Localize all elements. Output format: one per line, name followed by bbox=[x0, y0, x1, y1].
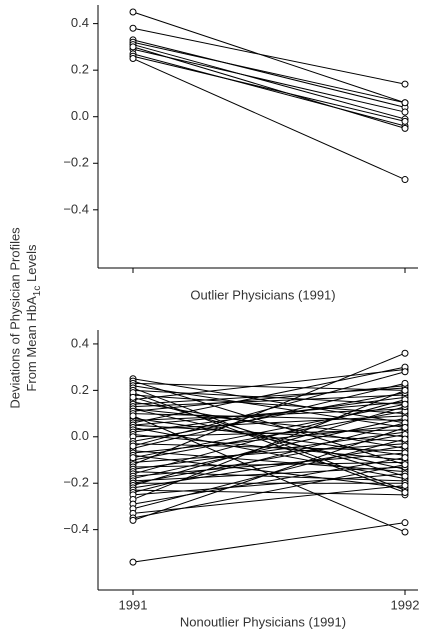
slope-line bbox=[132, 522, 406, 563]
point bbox=[401, 489, 409, 496]
slope-line bbox=[132, 387, 406, 405]
point bbox=[401, 435, 409, 443]
slope-line bbox=[132, 392, 406, 493]
point bbox=[129, 55, 137, 63]
point bbox=[129, 393, 137, 401]
point bbox=[401, 349, 409, 357]
x-tick-label: 1991 bbox=[119, 597, 148, 612]
slope-line bbox=[132, 415, 406, 533]
y-tick-label: 0.2 bbox=[71, 382, 89, 397]
y-axis-label: From Mean HbA1c Levels bbox=[24, 244, 42, 392]
slope-line bbox=[132, 431, 406, 470]
y-tick-label: 0.4 bbox=[71, 335, 89, 350]
point bbox=[401, 519, 409, 527]
point bbox=[401, 442, 409, 450]
slope-line bbox=[132, 385, 406, 412]
slope-line bbox=[132, 473, 406, 496]
y-tick-label: 0.4 bbox=[71, 15, 89, 30]
point bbox=[401, 99, 409, 107]
y-tick-label: −0.2 bbox=[63, 155, 89, 170]
slope-line bbox=[132, 403, 406, 459]
slope-line bbox=[132, 443, 406, 463]
slope-line bbox=[132, 394, 406, 408]
point bbox=[129, 8, 137, 16]
slope-line bbox=[132, 366, 406, 424]
slope-line bbox=[132, 417, 406, 480]
slope-line bbox=[132, 415, 406, 431]
slope-line bbox=[132, 371, 406, 447]
slope-line bbox=[132, 406, 406, 487]
slope-line bbox=[132, 392, 406, 442]
y-tick-label: 0.2 bbox=[71, 62, 89, 77]
y-tick-label: 0.0 bbox=[71, 108, 89, 123]
slope-line bbox=[132, 44, 406, 120]
slope-line bbox=[132, 48, 406, 113]
point bbox=[401, 528, 409, 536]
y-tick-label: −0.2 bbox=[63, 475, 89, 490]
point bbox=[401, 124, 409, 132]
slope-line bbox=[132, 27, 406, 85]
point bbox=[129, 442, 137, 450]
slope-line bbox=[132, 389, 406, 405]
point bbox=[129, 43, 137, 51]
y-tick-label: −0.4 bbox=[63, 201, 89, 216]
point bbox=[129, 558, 137, 566]
point bbox=[129, 454, 137, 462]
y-axis-label-part: Levels bbox=[24, 244, 39, 286]
point bbox=[401, 117, 409, 125]
y-axis-label: Deviations of Physician Profiles bbox=[7, 227, 22, 409]
slope-line bbox=[132, 39, 406, 108]
slope-line bbox=[132, 396, 406, 433]
slope-line bbox=[132, 389, 406, 500]
slope-line bbox=[132, 457, 406, 505]
point bbox=[401, 176, 409, 184]
point bbox=[401, 461, 409, 469]
point bbox=[129, 412, 137, 420]
slope-line bbox=[132, 401, 406, 426]
y-tick-label: 0.0 bbox=[71, 428, 89, 443]
slope-line bbox=[132, 471, 406, 482]
point bbox=[401, 379, 409, 387]
slope-line bbox=[132, 450, 406, 473]
point bbox=[401, 454, 409, 462]
point bbox=[129, 516, 137, 524]
slope-line bbox=[132, 454, 406, 489]
y-tick-label: −0.4 bbox=[63, 521, 89, 536]
y-axis-label-part: From Mean HbA bbox=[24, 296, 39, 392]
slope-line bbox=[132, 396, 406, 477]
point bbox=[401, 424, 409, 431]
slope-line bbox=[132, 55, 406, 122]
point bbox=[401, 80, 409, 88]
point bbox=[129, 24, 137, 32]
point bbox=[401, 400, 409, 408]
slope-line bbox=[132, 368, 406, 401]
x-axis-label: Nonoutlier Physicians (1991) bbox=[180, 614, 346, 629]
slope-line bbox=[132, 485, 406, 514]
slope-line bbox=[132, 11, 406, 104]
slope-line bbox=[132, 58, 406, 181]
point bbox=[401, 482, 409, 490]
point bbox=[401, 472, 409, 480]
slope-line bbox=[132, 53, 406, 127]
point bbox=[401, 108, 409, 116]
slope-line bbox=[132, 464, 406, 519]
point bbox=[401, 368, 409, 376]
slope-line bbox=[132, 46, 406, 129]
slope-line bbox=[132, 382, 406, 391]
slope-line bbox=[132, 443, 406, 452]
point bbox=[401, 386, 409, 394]
slope-line bbox=[132, 382, 406, 449]
slope-line bbox=[132, 41, 406, 104]
y-axis-label-subscript: 1c bbox=[32, 286, 43, 297]
x-tick-label: 1992 bbox=[391, 597, 420, 612]
x-axis-label: Outlier Physicians (1991) bbox=[190, 287, 335, 302]
